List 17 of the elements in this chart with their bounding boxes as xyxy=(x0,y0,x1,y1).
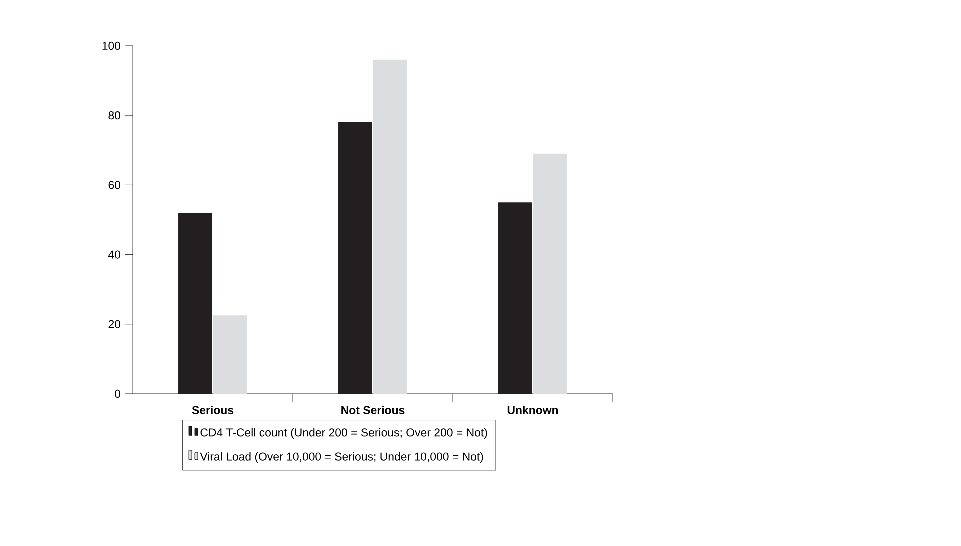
legend-label: Viral Load (Over 10,000 = Serious; Under 10,000 = Not) xyxy=(200,452,484,464)
bar xyxy=(534,154,568,394)
x-tick-label: Serious xyxy=(192,406,234,414)
y-tick-label: 80 xyxy=(108,112,121,120)
bar xyxy=(498,202,533,394)
y-tick-label: 40 xyxy=(108,250,121,259)
x-tick-label: Not Serious xyxy=(342,406,405,414)
bar xyxy=(178,213,213,394)
bar xyxy=(214,316,248,394)
y-tick-label: 100 xyxy=(102,42,121,50)
y-tick-label: 60 xyxy=(108,181,121,190)
y-tick-label: 0 xyxy=(115,390,121,398)
y-tick-label: 20 xyxy=(108,320,121,328)
x-tick-label: Unknown xyxy=(508,406,558,414)
legend-label: CD4 T-Cell count (Under 200 = Serious; Over 200 = Not) xyxy=(200,428,488,440)
bar xyxy=(338,122,373,394)
bar xyxy=(374,60,408,394)
